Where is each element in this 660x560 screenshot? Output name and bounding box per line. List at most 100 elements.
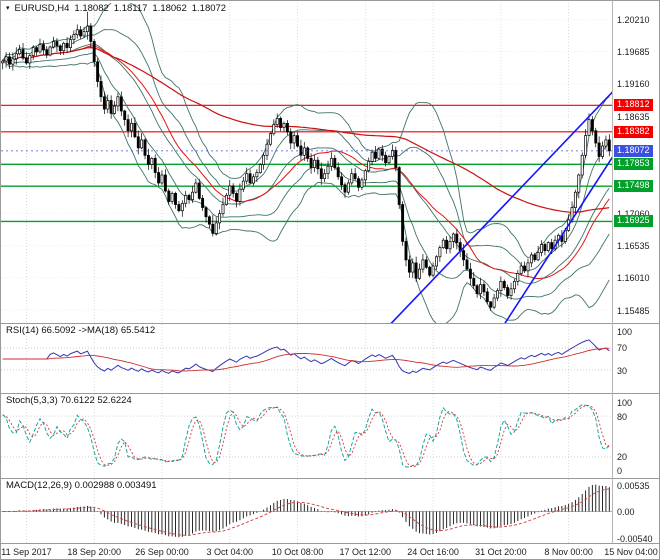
candle: [485, 291, 489, 303]
candle: [160, 174, 164, 184]
candle: [89, 25, 93, 42]
candle: [62, 42, 66, 52]
trend-line[interactable]: [390, 88, 616, 324]
candle: [184, 194, 188, 204]
candle: [411, 262, 415, 273]
candle: [52, 41, 55, 48]
candle: [336, 167, 340, 178]
candle: [289, 131, 293, 144]
candle: [462, 250, 466, 261]
candle: [512, 281, 516, 290]
chart-title: ▾ EURUSD,H4 1.18082 1.18117 1.18062 1.18072: [6, 3, 231, 14]
candle: [431, 265, 435, 276]
candle: [167, 190, 171, 202]
candle: [245, 173, 249, 182]
candle: [573, 191, 577, 208]
candle: [519, 265, 523, 274]
candle: [170, 193, 174, 202]
candle: [333, 157, 337, 168]
candle: [340, 176, 344, 186]
candle: [550, 242, 554, 250]
candle: [499, 281, 503, 291]
candle: [143, 139, 147, 156]
candle: [390, 149, 394, 157]
moving-average-slow: [2, 46, 610, 213]
candle: [102, 96, 106, 110]
candle: [465, 259, 469, 270]
candle: [526, 262, 530, 272]
candle: [194, 182, 198, 193]
candle: [482, 284, 486, 293]
candle: [597, 142, 601, 157]
candle: [580, 154, 584, 176]
candle: [448, 241, 452, 250]
candle: [130, 122, 133, 132]
candle: [258, 164, 262, 173]
candle: [302, 147, 306, 156]
candle: [509, 288, 513, 296]
candle: [313, 159, 316, 168]
candle: [55, 41, 59, 47]
candle: [265, 143, 269, 156]
candle: [221, 204, 225, 215]
candle: [590, 119, 594, 132]
candle: [48, 46, 52, 56]
candle: [489, 301, 493, 308]
candle: [82, 31, 86, 37]
candle: [153, 157, 157, 173]
candle: [607, 139, 611, 152]
macd-panel: [1, 479, 612, 543]
candle: [387, 156, 391, 164]
candle: [540, 244, 543, 253]
candle: [119, 96, 123, 112]
candle: [394, 149, 398, 168]
candle: [506, 287, 510, 296]
stochastic-indicator-label: Stoch(5,3,3) 70.6122 52.6224: [6, 395, 132, 406]
candle: [451, 233, 455, 242]
candle: [65, 42, 69, 48]
candle: [445, 239, 449, 250]
candle: [1, 60, 5, 64]
candle: [252, 176, 255, 184]
candle: [45, 49, 49, 56]
bollinger-band: [2, 60, 610, 323]
candle: [350, 173, 354, 184]
symbol-period-label: EURUSD,H4: [14, 3, 70, 14]
chart-menu-icon[interactable]: ▾: [6, 5, 10, 12]
candle: [384, 154, 388, 164]
rsi-line: [2, 339, 610, 374]
candle: [255, 172, 259, 178]
candle: [441, 239, 445, 248]
candle: [292, 135, 296, 144]
stoch-signal-line: [2, 404, 610, 467]
candle: [428, 266, 432, 276]
candle: [472, 277, 476, 287]
candle: [174, 193, 177, 205]
candle: [204, 207, 208, 218]
candle: [363, 170, 367, 181]
candle: [96, 61, 100, 82]
candle: [401, 204, 405, 242]
candle: [163, 174, 167, 192]
candle: [475, 285, 479, 295]
candle: [136, 136, 140, 149]
candle: [377, 148, 381, 159]
bollinger-band: [2, 29, 610, 272]
candle: [41, 44, 45, 51]
candle: [367, 161, 371, 171]
candle: [235, 193, 238, 202]
candle: [150, 157, 154, 165]
trend-line[interactable]: [504, 152, 616, 324]
candle: [11, 58, 15, 65]
candle: [69, 39, 72, 48]
candle: [496, 290, 499, 299]
stochastic-panel: [1, 394, 612, 478]
candle: [238, 188, 242, 202]
candle: [214, 222, 218, 234]
candle: [523, 265, 527, 272]
macd-indicator-label: MACD(12,26,9) 0.002988 0.003491: [6, 480, 157, 491]
bollinger-band: [2, 52, 610, 300]
candle: [455, 233, 459, 243]
